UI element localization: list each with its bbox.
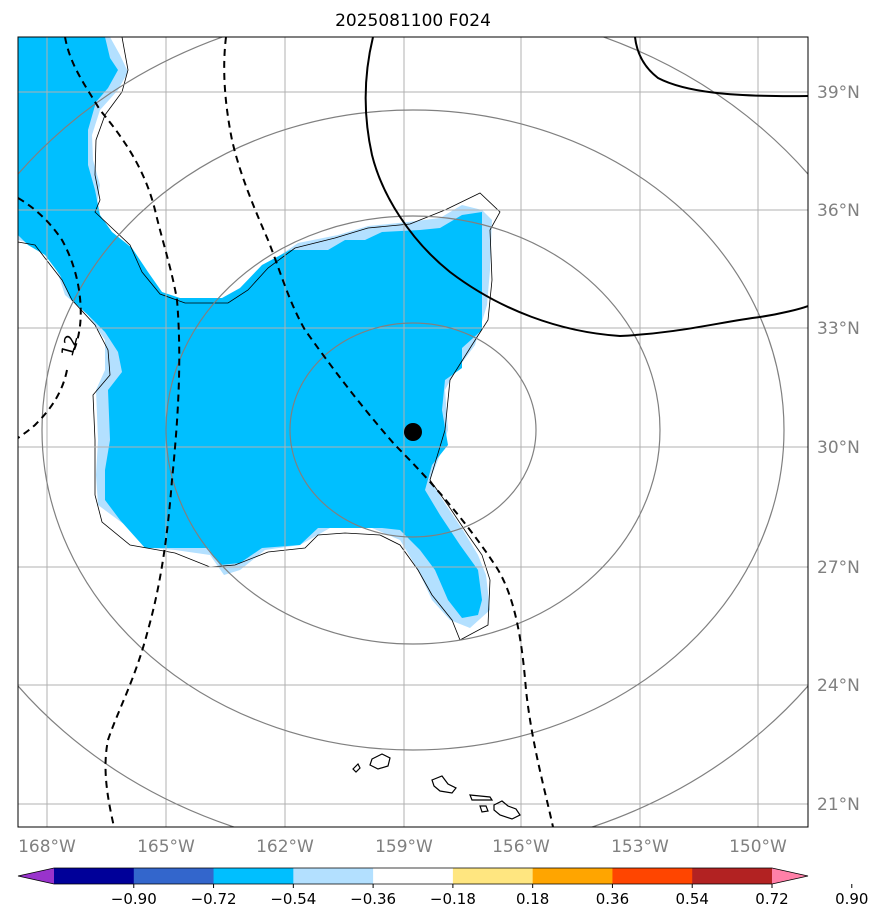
solid-contours [364,37,808,338]
storm-center-marker [404,423,422,441]
lon-label: 150°W [729,837,787,857]
lon-label: 159°W [375,837,433,857]
colorbar-tick-label: −0.36 [350,890,396,908]
colorbar-extension-high [772,868,808,884]
lat-label: 27°N [817,558,860,578]
lon-label: 153°W [611,837,669,857]
lon-label: 162°W [256,837,314,857]
coastlines [352,753,521,820]
lat-label: 30°N [817,438,860,458]
map-title: 2025081100 F024 [335,11,491,31]
lat-labels: 39°N 36°N 33°N 30°N 27°N 24°N 21°N [817,83,860,815]
colorbar-extension-low [18,868,54,884]
colorbar-tick-label: 0.90 [835,890,868,908]
colorbar-tick-label: 0.72 [755,890,788,908]
map-frame [17,36,809,828]
colorbar-tick-label: −0.54 [270,890,316,908]
colorbar-outline [17,867,809,885]
colorbar-tick-label: −0.18 [430,890,476,908]
lat-label: 39°N [817,83,860,103]
colorbar-bin [373,868,454,884]
colorbar-bin [452,868,534,884]
colorbar-bin [293,868,374,884]
colorbar-bin [54,868,135,884]
colorbar-tick-label: 0.18 [516,890,549,908]
colorbar-bin [213,868,294,884]
lon-label: 168°W [18,837,76,857]
colorbar-tick-label: 0.54 [676,890,709,908]
colorbar: −0.90 −0.72 −0.54 −0.36 −0.18 0.18 0.36 0.54 0.7… [17,867,868,908]
lat-label: 21°N [817,795,860,815]
lat-label: 33°N [817,319,860,339]
lat-label: 36°N [817,201,860,221]
colorbar-bin [612,868,693,884]
dashed-contours [18,37,554,827]
lat-label: 24°N [817,676,860,696]
anomaly-outline [18,37,501,641]
colorbar-tick-label: −0.72 [191,890,237,908]
lon-label: 156°W [492,837,550,857]
graticule [18,37,808,827]
colorbar-tick-label: 0.36 [596,890,629,908]
colorbar-tick-label: −0.90 [111,890,157,908]
colorbar-bin [692,868,773,884]
colorbar-bin [133,868,215,884]
lon-label: 165°W [137,837,195,857]
lon-labels: 168°W 165°W 162°W 159°W 156°W 153°W 150°… [18,837,787,857]
colorbar-bin [532,868,613,884]
